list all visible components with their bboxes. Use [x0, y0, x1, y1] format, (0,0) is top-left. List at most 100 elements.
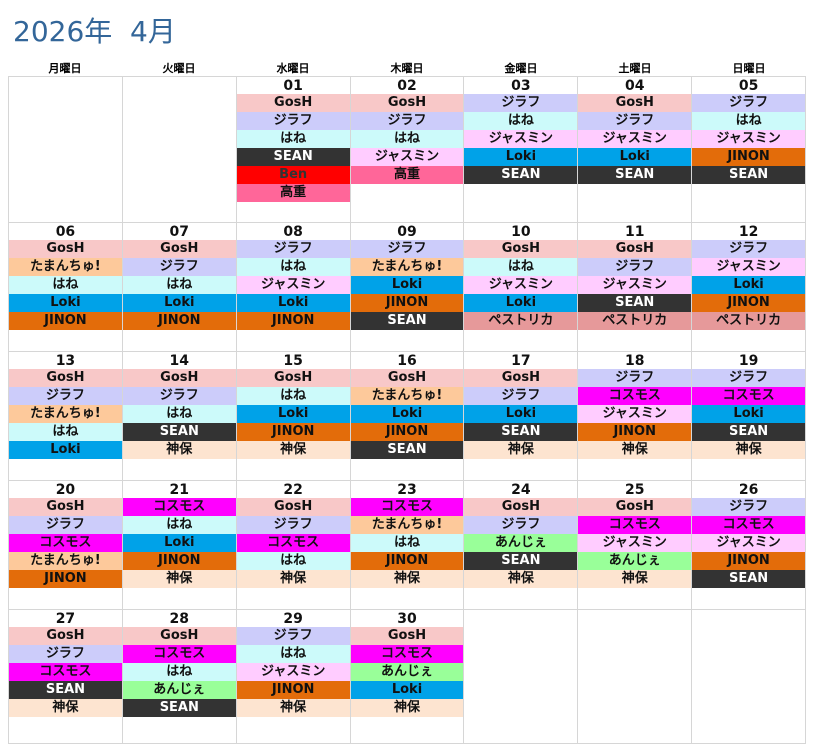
- day-cell[interactable]: 23 コスモス たまんちゅ! はね JINON 神保: [349, 481, 464, 609]
- event-label[interactable]: ジラフ: [122, 387, 236, 405]
- event-label[interactable]: ペストリカ: [692, 312, 806, 330]
- event-label[interactable]: ジラフ: [692, 94, 806, 112]
- event-label[interactable]: ジャスミン: [236, 663, 350, 681]
- event-label[interactable]: はね: [464, 112, 578, 130]
- day-cell[interactable]: 19 ジラフ コスモス Loki SEAN 神保: [691, 352, 807, 480]
- event-label[interactable]: あんじぇ: [122, 681, 236, 699]
- event-label[interactable]: 神保: [236, 570, 350, 588]
- day-cell[interactable]: 06 GosH たまんちゅ! はね Loki JINON: [8, 223, 122, 351]
- event-label[interactable]: JINON: [692, 552, 806, 570]
- event-label[interactable]: 神保: [464, 570, 578, 588]
- event-label[interactable]: SEAN: [692, 570, 806, 588]
- event-label[interactable]: あんじぇ: [350, 663, 464, 681]
- event-label[interactable]: はね: [350, 534, 464, 552]
- event-label[interactable]: はね: [350, 130, 464, 148]
- event-label[interactable]: SEAN: [692, 423, 806, 441]
- event-label[interactable]: Loki: [122, 294, 236, 312]
- event-label[interactable]: コスモス: [578, 387, 692, 405]
- event-label[interactable]: コスモス: [350, 498, 464, 516]
- event-label[interactable]: はね: [9, 276, 122, 294]
- event-label[interactable]: ジラフ: [464, 94, 578, 112]
- event-label[interactable]: ジャスミン: [692, 130, 806, 148]
- event-label[interactable]: ジャスミン: [464, 130, 578, 148]
- event-label[interactable]: GosH: [236, 369, 350, 387]
- event-label[interactable]: はね: [236, 130, 350, 148]
- event-label[interactable]: Loki: [350, 276, 464, 294]
- day-cell[interactable]: 02 GosH ジラフ はね ジャスミン 高重: [349, 77, 464, 222]
- event-label[interactable]: JINON: [9, 312, 122, 330]
- event-label[interactable]: SEAN: [122, 699, 236, 717]
- event-label[interactable]: Loki: [350, 405, 464, 423]
- event-label[interactable]: SEAN: [464, 166, 578, 184]
- event-label[interactable]: GosH: [122, 627, 236, 645]
- event-label[interactable]: GosH: [578, 498, 692, 516]
- event-label[interactable]: ジラフ: [578, 369, 692, 387]
- event-label[interactable]: ジラフ: [236, 627, 350, 645]
- event-label[interactable]: GosH: [464, 369, 578, 387]
- day-cell[interactable]: 14 GosH ジラフ はね SEAN 神保: [121, 352, 236, 480]
- event-label[interactable]: ジャスミン: [350, 148, 464, 166]
- event-label[interactable]: SEAN: [350, 312, 464, 330]
- day-cell[interactable]: 17 GosH ジラフ Loki SEAN 神保: [463, 352, 578, 480]
- event-label[interactable]: 神保: [350, 570, 464, 588]
- day-cell[interactable]: 20 GosH ジラフ コスモス たまんちゅ! JINON: [8, 481, 122, 609]
- event-label[interactable]: GosH: [236, 498, 350, 516]
- event-label[interactable]: コスモス: [122, 645, 236, 663]
- event-label[interactable]: GosH: [122, 240, 236, 258]
- event-label[interactable]: ジラフ: [9, 645, 122, 663]
- event-label[interactable]: ジラフ: [578, 112, 692, 130]
- event-label[interactable]: ジャスミン: [578, 276, 692, 294]
- day-cell[interactable]: 15 GosH はね Loki JINON 神保: [235, 352, 350, 480]
- event-label[interactable]: Loki: [464, 405, 578, 423]
- event-label[interactable]: GosH: [350, 94, 464, 112]
- event-label[interactable]: 神保: [692, 441, 806, 459]
- event-label[interactable]: はね: [122, 405, 236, 423]
- day-cell[interactable]: 13 GosH ジラフ たまんちゅ! はね Loki: [8, 352, 122, 480]
- event-label[interactable]: コスモス: [236, 534, 350, 552]
- day-cell[interactable]: 26 ジラフ コスモス ジャスミン JINON SEAN: [691, 481, 807, 609]
- event-label[interactable]: SEAN: [350, 441, 464, 459]
- event-label[interactable]: 神保: [236, 699, 350, 717]
- event-label[interactable]: コスモス: [9, 663, 122, 681]
- event-label[interactable]: Loki: [350, 681, 464, 699]
- event-label[interactable]: Loki: [692, 405, 806, 423]
- event-label[interactable]: はね: [122, 516, 236, 534]
- event-label[interactable]: コスモス: [578, 516, 692, 534]
- event-label[interactable]: ジラフ: [464, 516, 578, 534]
- event-label[interactable]: GosH: [122, 369, 236, 387]
- event-label[interactable]: ジャスミン: [692, 258, 806, 276]
- event-label[interactable]: ジラフ: [122, 258, 236, 276]
- event-label[interactable]: Loki: [122, 534, 236, 552]
- event-label[interactable]: はね: [236, 258, 350, 276]
- day-cell[interactable]: 04 GosH ジラフ ジャスミン Loki SEAN: [577, 77, 692, 222]
- event-label[interactable]: コスモス: [122, 498, 236, 516]
- event-label[interactable]: はね: [9, 423, 122, 441]
- day-cell[interactable]: 25 GosH コスモス ジャスミン あんじぇ 神保: [577, 481, 692, 609]
- event-label[interactable]: GosH: [464, 498, 578, 516]
- event-label[interactable]: ジラフ: [350, 240, 464, 258]
- event-label[interactable]: GosH: [350, 627, 464, 645]
- day-cell[interactable]: 29 ジラフ はね ジャスミン JINON 神保: [235, 610, 350, 743]
- event-label[interactable]: Loki: [9, 441, 122, 459]
- event-label[interactable]: GosH: [578, 240, 692, 258]
- event-label[interactable]: SEAN: [464, 552, 578, 570]
- event-label[interactable]: はね: [236, 645, 350, 663]
- event-label[interactable]: JINON: [9, 570, 122, 588]
- day-cell[interactable]: 21 コスモス はね Loki JINON 神保: [121, 481, 236, 609]
- event-label[interactable]: ジャスミン: [692, 534, 806, 552]
- day-cell[interactable]: 08 ジラフ はね ジャスミン Loki JINON: [235, 223, 350, 351]
- event-label[interactable]: 高重: [236, 184, 350, 202]
- event-label[interactable]: Loki: [692, 276, 806, 294]
- event-label[interactable]: 神保: [9, 699, 122, 717]
- event-label[interactable]: たまんちゅ!: [9, 258, 122, 276]
- event-label[interactable]: 神保: [578, 441, 692, 459]
- event-label[interactable]: GosH: [236, 94, 350, 112]
- event-label[interactable]: ジラフ: [236, 516, 350, 534]
- event-label[interactable]: たまんちゅ!: [350, 258, 464, 276]
- day-cell[interactable]: 24 GosH ジラフ あんじぇ SEAN 神保: [463, 481, 578, 609]
- event-label[interactable]: ジラフ: [692, 369, 806, 387]
- event-label[interactable]: ジャスミン: [236, 276, 350, 294]
- event-label[interactable]: SEAN: [9, 681, 122, 699]
- event-label[interactable]: JINON: [236, 312, 350, 330]
- event-label[interactable]: JINON: [350, 423, 464, 441]
